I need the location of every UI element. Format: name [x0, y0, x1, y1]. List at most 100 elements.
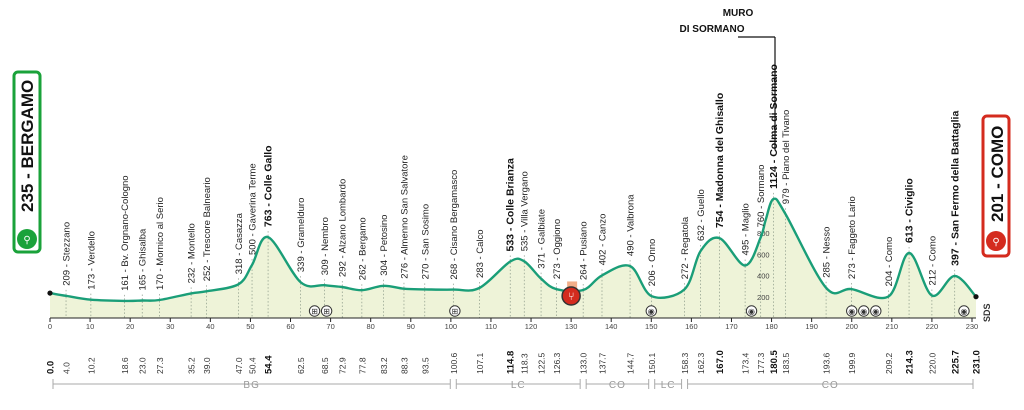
waypoint-label: 272 - Regatola	[680, 216, 691, 279]
marker-icon	[858, 305, 870, 317]
waypoint-label: 165 - Ghisalba	[138, 228, 149, 291]
x-tick-label: 220	[926, 322, 939, 331]
waypoint-label: 285 - Nesso	[822, 227, 833, 278]
km-label: 107.1	[475, 352, 485, 374]
km-label: 162.3	[696, 352, 706, 374]
km-label: 199.9	[847, 352, 857, 374]
waypoint-label: 339 - Gramelduro	[296, 198, 307, 272]
marker-glyph: ◉	[872, 307, 879, 316]
x-tick-label: 20	[126, 322, 134, 331]
waypoint-label: 264 - Pusiano	[579, 221, 590, 280]
km-label: 77.8	[357, 357, 367, 374]
marker-icon	[745, 305, 758, 317]
marker-icon	[958, 305, 970, 317]
km-label: 150.1	[647, 352, 657, 374]
marker-icon	[449, 305, 461, 317]
km-label: 126.3	[552, 352, 562, 374]
km-label: 209.2	[884, 352, 894, 374]
km-label: 39.0	[202, 357, 212, 374]
waypoint-label: 173 - Verdello	[86, 231, 97, 290]
y-tick-label: 400	[757, 272, 770, 281]
start-cyclist-icon	[17, 229, 37, 249]
muro-label-line2: DI SORMANO	[680, 24, 745, 35]
finish-cyclist-icon	[986, 231, 1006, 251]
profile-area	[50, 198, 976, 318]
waypoint-label: 283 - Calco	[475, 229, 486, 278]
start-label-text: 235 - BERGAMO	[18, 80, 37, 212]
waypoint-label: 209 - Stezzano	[62, 222, 73, 286]
km-label: 133.0	[579, 352, 589, 374]
x-tick-label: 230	[966, 322, 979, 331]
waypoint-label: 270 - San Sosimo	[420, 204, 431, 280]
waypoint-label: 212 - Como	[927, 236, 938, 286]
waypoint-label: 170 - Mornico al Serio	[155, 197, 166, 290]
marker-icon	[870, 305, 882, 317]
muro-label-line1: MURO	[723, 8, 754, 19]
km-label: 35.2	[187, 357, 197, 374]
finish-label-box	[981, 114, 1011, 258]
km-label: 144.7	[626, 352, 636, 374]
marker-glyph: ◉	[648, 307, 655, 316]
feed-zone-icon	[561, 286, 581, 306]
waypoint-label: 318 - Casazza	[234, 212, 245, 274]
x-tick-label: 120	[525, 322, 538, 331]
marker-icon	[645, 305, 657, 317]
province-label: LC	[661, 380, 676, 391]
x-tick-label: 170	[725, 322, 738, 331]
waypoint-label: 204 - Como	[884, 237, 895, 287]
x-tick-label: 40	[206, 322, 214, 331]
waypoint-label: 763 - Colle Gallo	[263, 145, 275, 227]
x-tick-label: 80	[367, 322, 375, 331]
x-tick-label: 90	[407, 322, 415, 331]
km-label: 231.0	[972, 350, 983, 374]
province-label: CO	[609, 380, 626, 391]
waypoint-label: 273 - Faggeto Lario	[847, 196, 858, 279]
x-tick-label: 60	[286, 322, 294, 331]
km-label: 23.0	[138, 357, 148, 374]
km-label: 54.4	[264, 355, 275, 374]
km-label: 167.0	[715, 350, 726, 374]
x-tick-label: 30	[166, 322, 174, 331]
marker-glyph: ◉	[960, 307, 967, 316]
km-label: 27.3	[155, 357, 165, 374]
waypoint-label: 760 - Sormano	[756, 165, 767, 228]
waypoint-label: 371 - Galbiate	[537, 209, 548, 269]
km-label: 47.0	[234, 357, 244, 374]
x-tick-label: 150	[645, 322, 658, 331]
province-label: CO	[822, 380, 839, 391]
km-label: 50.4	[248, 357, 258, 374]
sds-label: SDS	[982, 303, 992, 322]
finish-label-text: 201 - COMO	[988, 126, 1007, 222]
km-label: 225.7	[950, 350, 961, 374]
waypoint-label: 533 - Colle Brianza	[505, 158, 517, 252]
km-label: 83.2	[379, 357, 389, 374]
km-label: 177.3	[756, 352, 766, 374]
waypoint-label: 613 - Civiglio	[904, 178, 916, 243]
waypoint-label: 979 - Piano del Tivano	[781, 110, 792, 205]
waypoint-label: 161 - Bv. Orgnano-Cologno	[120, 175, 131, 290]
marker-icon	[320, 305, 333, 317]
x-tick-label: 0	[48, 322, 52, 331]
province-label: BG	[243, 380, 259, 391]
waypoint-label: 754 - Madonna del Ghisallo	[714, 93, 726, 228]
km-label: 220.0	[927, 352, 937, 374]
waypoint-label: 500 - Gaverina Terme	[248, 163, 259, 255]
km-label: 62.5	[296, 357, 306, 374]
km-label: 114.8	[506, 351, 517, 374]
x-tick-label: 200	[845, 322, 858, 331]
waypoint-label: 292 - Alzano Lombardo	[338, 179, 349, 277]
km-label: 0.0	[46, 361, 57, 374]
x-tick-label: 110	[485, 322, 497, 331]
waypoint-label: 1124 - Colma di Sormano	[768, 64, 780, 189]
km-label: 214.3	[905, 350, 916, 374]
km-label: 18.6	[120, 357, 130, 374]
x-tick-label: 10	[86, 322, 94, 331]
x-tick-label: 140	[605, 322, 618, 331]
start-dot	[47, 290, 53, 296]
km-label: 72.9	[338, 357, 348, 374]
x-tick-label: 190	[805, 322, 818, 331]
km-label: 68.5	[320, 357, 330, 374]
marker-icon	[308, 305, 321, 317]
km-label: 180.5	[769, 350, 780, 374]
